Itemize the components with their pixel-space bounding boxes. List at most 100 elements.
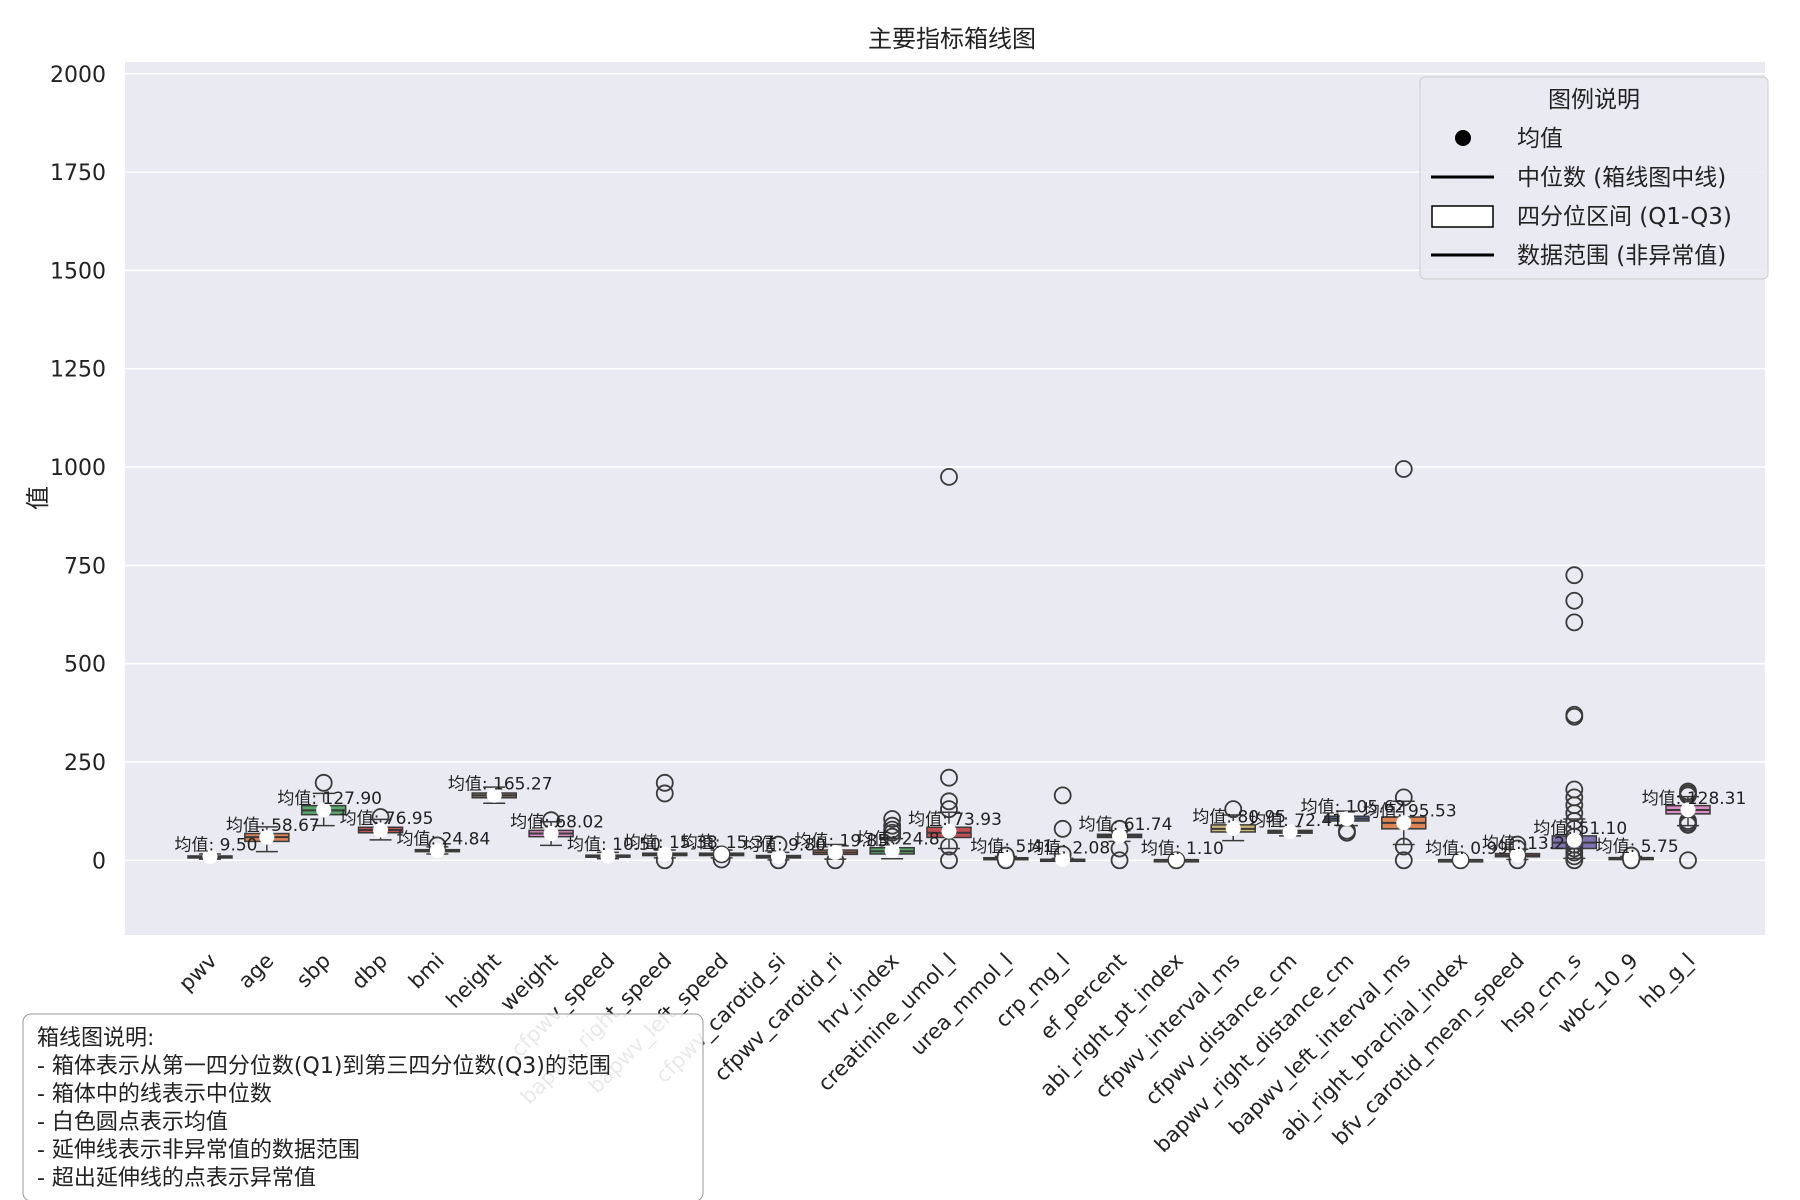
- mean-point: [1339, 811, 1355, 827]
- y-tick-label: 2000: [50, 63, 106, 88]
- mean-point: [714, 846, 730, 862]
- outlier-point: [940, 851, 958, 870]
- chart-title: 主要指标箱线图: [868, 25, 1036, 53]
- box-bapwv_right_speed: [642, 773, 688, 870]
- mean-label-crp_mg_l: 均值: 2.08: [1027, 838, 1110, 858]
- mean-label-bmi: 均值: 24.84: [396, 830, 490, 850]
- mean-label-cfpwv_speed: 均值: 10.50: [567, 835, 661, 855]
- outlier-point: [712, 845, 731, 864]
- outlier-point: [940, 768, 958, 787]
- mean-point: [259, 829, 275, 845]
- mean-label-bapwv_left_speed: 均值: 15.37: [681, 833, 775, 853]
- outlier-point: [1451, 851, 1470, 870]
- box-wbc_10_9: [1608, 846, 1654, 870]
- mean-label-urea_mmol_l: 均值: 5.41: [970, 837, 1053, 857]
- box-age: [244, 826, 290, 853]
- box-bapwv_left_interval_ms: [1381, 460, 1427, 870]
- mean-label-abi_right_pt_index: 均值: 1.10: [1141, 839, 1224, 859]
- mean-label-hsp_cm_s: 均值: 51.10: [1533, 819, 1627, 839]
- y-tick-label: 1250: [50, 358, 106, 383]
- mean-point: [884, 843, 900, 859]
- mean-point: [429, 843, 445, 859]
- mean-point: [543, 826, 559, 842]
- legend-box: [1419, 76, 1769, 280]
- mean-point: [1453, 852, 1469, 868]
- mean-point: [316, 802, 332, 818]
- mean-label-bapwv_right_speed: 均值: 15.38: [624, 833, 718, 853]
- box-series: [187, 460, 1711, 870]
- box-height: [471, 786, 517, 805]
- mean-label-ef_percent: 均值: 61.74: [1079, 815, 1173, 835]
- outlier-point: [1565, 613, 1584, 632]
- outlier-point: [1565, 566, 1584, 585]
- note-line-3: - 白色圆点表示均值: [37, 1110, 228, 1135]
- box-cfpwv_carotid_ri: [812, 843, 859, 870]
- mean-point: [1055, 851, 1071, 867]
- mean-label-cfpwv_carotid_si: 均值: 9.80: [743, 835, 826, 855]
- outlier-point: [1394, 788, 1413, 807]
- y-tick-label: 1500: [50, 259, 106, 284]
- mean-point: [941, 823, 957, 839]
- mean-point: [373, 822, 389, 838]
- box-creatinine_umol_l: [926, 467, 972, 870]
- y-tick-label: 250: [64, 751, 106, 776]
- outlier-point: [1110, 851, 1129, 870]
- mean-label-height: 均值: 165.27: [448, 774, 553, 794]
- note-box: [22, 1013, 704, 1200]
- legend: 图例说明 均值 中位数 (箱线图中线) 四分位区间 (Q1-Q3) 数据范围 (…: [1419, 76, 1769, 280]
- outlier-point: [1053, 819, 1072, 838]
- box-cfpwv_speed: [585, 848, 631, 864]
- box-cfpwv_carotid_si: [755, 835, 802, 870]
- outlier-point: [1167, 851, 1186, 870]
- note-line-4: - 延伸线表示非异常值的数据范围: [37, 1138, 360, 1163]
- mean-label-abi_right_brachial_index: 均值: 0.99: [1425, 839, 1508, 859]
- outlier-point: [1565, 788, 1584, 807]
- outlier-point: [940, 467, 958, 486]
- mean-point: [202, 849, 218, 865]
- box-urea_mmol_l: [983, 846, 1029, 870]
- mean-label-bapwv_left_interval_ms: 均值: 95.53: [1363, 802, 1457, 822]
- outlier-point: [655, 773, 674, 792]
- mean-point: [1168, 852, 1184, 868]
- legend-label-range: 数据范围 (非异常值): [1517, 243, 1726, 269]
- mean-label-creatinine_umol_l: 均值: 73.93: [908, 810, 1002, 830]
- legend-label-median: 中位数 (箱线图中线): [1517, 165, 1726, 191]
- mean-label-pwv: 均值: 9.50: [175, 836, 258, 856]
- outlier-point: [1224, 800, 1243, 819]
- note-line-2: - 箱体中的线表示中位数: [37, 1082, 272, 1107]
- outlier-point: [1565, 591, 1584, 610]
- outlier-point: [883, 816, 902, 835]
- mean-label-hrv_index: 均值: 24.8: [857, 830, 940, 850]
- mean-point: [1680, 802, 1696, 818]
- y-tick-label: 1000: [50, 456, 106, 481]
- mean-point: [827, 844, 843, 860]
- outlier-point: [1565, 847, 1584, 866]
- y-tick-label: 1750: [50, 161, 106, 186]
- box-abi_right_pt_index: [1153, 851, 1200, 870]
- box-bmi: [414, 836, 461, 859]
- box-bapwv_right_distance_cm: [1324, 810, 1370, 842]
- y-tick-label: 750: [64, 554, 106, 579]
- mean-point: [486, 787, 502, 803]
- outlier-point: [1565, 780, 1584, 799]
- mean-label-sbp: 均值: 127.90: [277, 789, 382, 809]
- mean-label-cfpwv_carotid_ri: 均值: 19.85: [794, 831, 888, 851]
- outlier-point: [1394, 460, 1413, 478]
- y-tick-label: 500: [64, 653, 106, 678]
- mean-point: [1509, 847, 1525, 863]
- mean-point: [1566, 832, 1582, 848]
- note-line-5: - 超出延伸线的点表示异常值: [37, 1166, 316, 1191]
- outlier-point: [1394, 837, 1413, 856]
- outlier-point: [655, 784, 674, 803]
- mean-label-weight: 均值: 68.02: [510, 813, 604, 833]
- box-bfv_carotid_mean_speed: [1494, 835, 1541, 870]
- mean-point: [1225, 820, 1241, 836]
- box-hb_g_l: [1665, 782, 1711, 870]
- mean-point: [1282, 824, 1298, 840]
- box-sbp: [300, 773, 347, 827]
- mean-point: [1396, 815, 1412, 831]
- legend-box-marker: [1431, 205, 1494, 228]
- mean-label-cfpwv_interval_ms: 均值: 80.95: [1192, 807, 1286, 827]
- mean-label-bfv_carotid_mean_speed: 均值: 13.2: [1482, 834, 1565, 854]
